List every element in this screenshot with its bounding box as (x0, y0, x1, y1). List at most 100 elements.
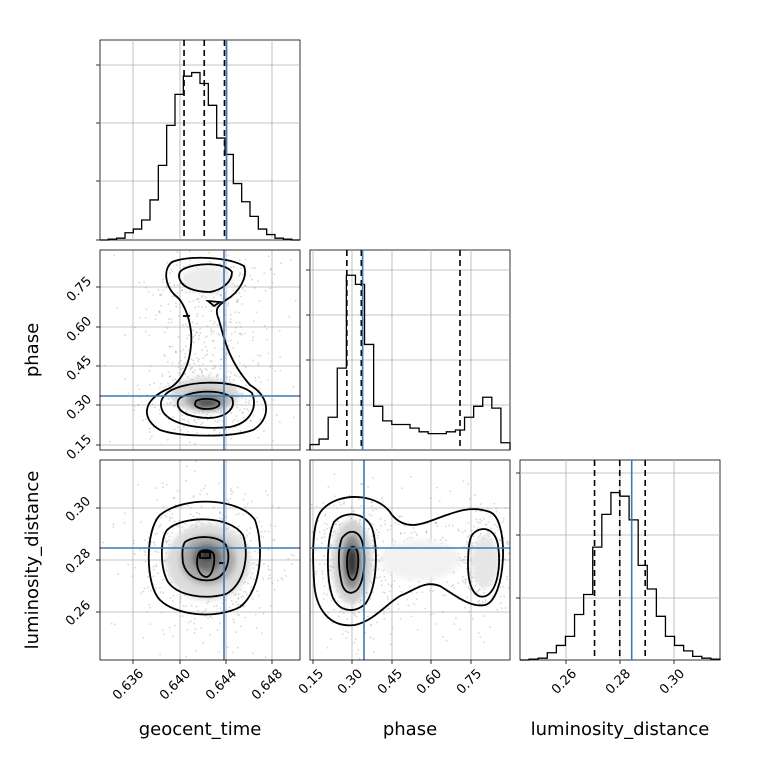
sample-point (171, 362, 174, 365)
sample-point (177, 336, 180, 338)
sample-point (252, 652, 254, 655)
sample-point (204, 296, 207, 298)
sample-point (108, 440, 111, 443)
sample-point (459, 628, 462, 631)
x-tick-labels: 0.15 0.30 0.45 0.60 0.75 (296, 666, 485, 697)
sample-point (168, 384, 171, 387)
sample-point (239, 430, 242, 432)
sample-point (266, 328, 268, 330)
sample-point (354, 638, 357, 641)
sample-point (250, 586, 253, 588)
sample-point (196, 432, 199, 435)
sample-point (258, 594, 260, 597)
sample-point (384, 523, 386, 526)
sample-point (468, 587, 471, 590)
sample-point (175, 264, 178, 267)
sample-point (490, 527, 493, 530)
sample-point (237, 603, 240, 606)
sample-point (144, 554, 147, 556)
sample-point (198, 334, 201, 337)
sample-point (323, 598, 325, 600)
sample-point (206, 418, 209, 421)
sample-point (467, 482, 470, 485)
sample-point (425, 530, 428, 533)
sample-point (235, 415, 238, 417)
sample-point (204, 368, 207, 370)
sample-point (196, 374, 199, 377)
sample-point (412, 527, 415, 529)
sample-point (251, 267, 254, 269)
sample-point (151, 403, 154, 406)
sample-point (153, 544, 156, 546)
sample-point (158, 311, 161, 313)
sample-point (213, 320, 216, 323)
sample-point (200, 627, 203, 629)
ticks (516, 472, 675, 664)
sample-point (137, 483, 140, 486)
sample-point (328, 526, 331, 529)
sample-point (201, 611, 204, 614)
sample-point (229, 318, 232, 320)
sample-point (355, 615, 358, 618)
sample-point (193, 470, 196, 473)
sample-point (143, 587, 146, 590)
sample-point (251, 339, 254, 342)
sample-point (242, 605, 245, 608)
sample-point (152, 565, 155, 568)
sample-point (244, 616, 247, 619)
sample-point (197, 418, 199, 421)
sample-point (194, 460, 197, 462)
sample-point (224, 428, 227, 431)
sample-point (271, 538, 274, 541)
sample-point (452, 570, 455, 573)
sample-point (381, 498, 383, 501)
sample-point (217, 333, 220, 335)
sample-point (262, 408, 265, 411)
sample-point (219, 358, 222, 361)
sample-point (164, 355, 167, 358)
sample-point (213, 429, 216, 432)
sample-point (383, 612, 385, 615)
sample-point (436, 525, 439, 527)
sample-point (237, 646, 239, 649)
sample-point (179, 600, 182, 603)
sample-point (216, 523, 219, 526)
sample-point (137, 404, 140, 407)
sample-point (233, 374, 236, 377)
sample-point (231, 603, 234, 605)
sample-point (177, 381, 180, 384)
sample-point (153, 541, 155, 544)
sample-point (290, 259, 292, 261)
sample-point (179, 350, 182, 353)
sample-point (174, 351, 177, 354)
sample-point (206, 602, 208, 605)
sample-point (263, 325, 266, 327)
sample-point (457, 552, 460, 555)
sample-point (387, 583, 390, 586)
sample-point (389, 524, 392, 527)
sample-point (253, 578, 255, 581)
sample-point (257, 362, 260, 365)
sample-point (247, 410, 250, 412)
sample-point (170, 268, 173, 271)
tick-label: 0.60 (64, 314, 95, 345)
sample-point (190, 367, 193, 370)
sample-point (463, 545, 465, 548)
sample-point (506, 540, 509, 543)
sample-point (188, 263, 191, 266)
sample-point (193, 632, 196, 634)
sample-point (168, 519, 171, 521)
sample-point (189, 291, 192, 293)
sample-point (173, 284, 176, 287)
sample-point (214, 366, 217, 369)
sample-point (199, 368, 201, 370)
sample-point (230, 266, 233, 269)
sample-point (194, 442, 197, 445)
sample-point (138, 316, 141, 319)
sample-point (251, 278, 254, 281)
sample-point (168, 318, 170, 321)
sample-point (175, 404, 177, 407)
sample-point (165, 541, 168, 544)
sample-point (339, 504, 342, 506)
sample-point (358, 657, 361, 660)
